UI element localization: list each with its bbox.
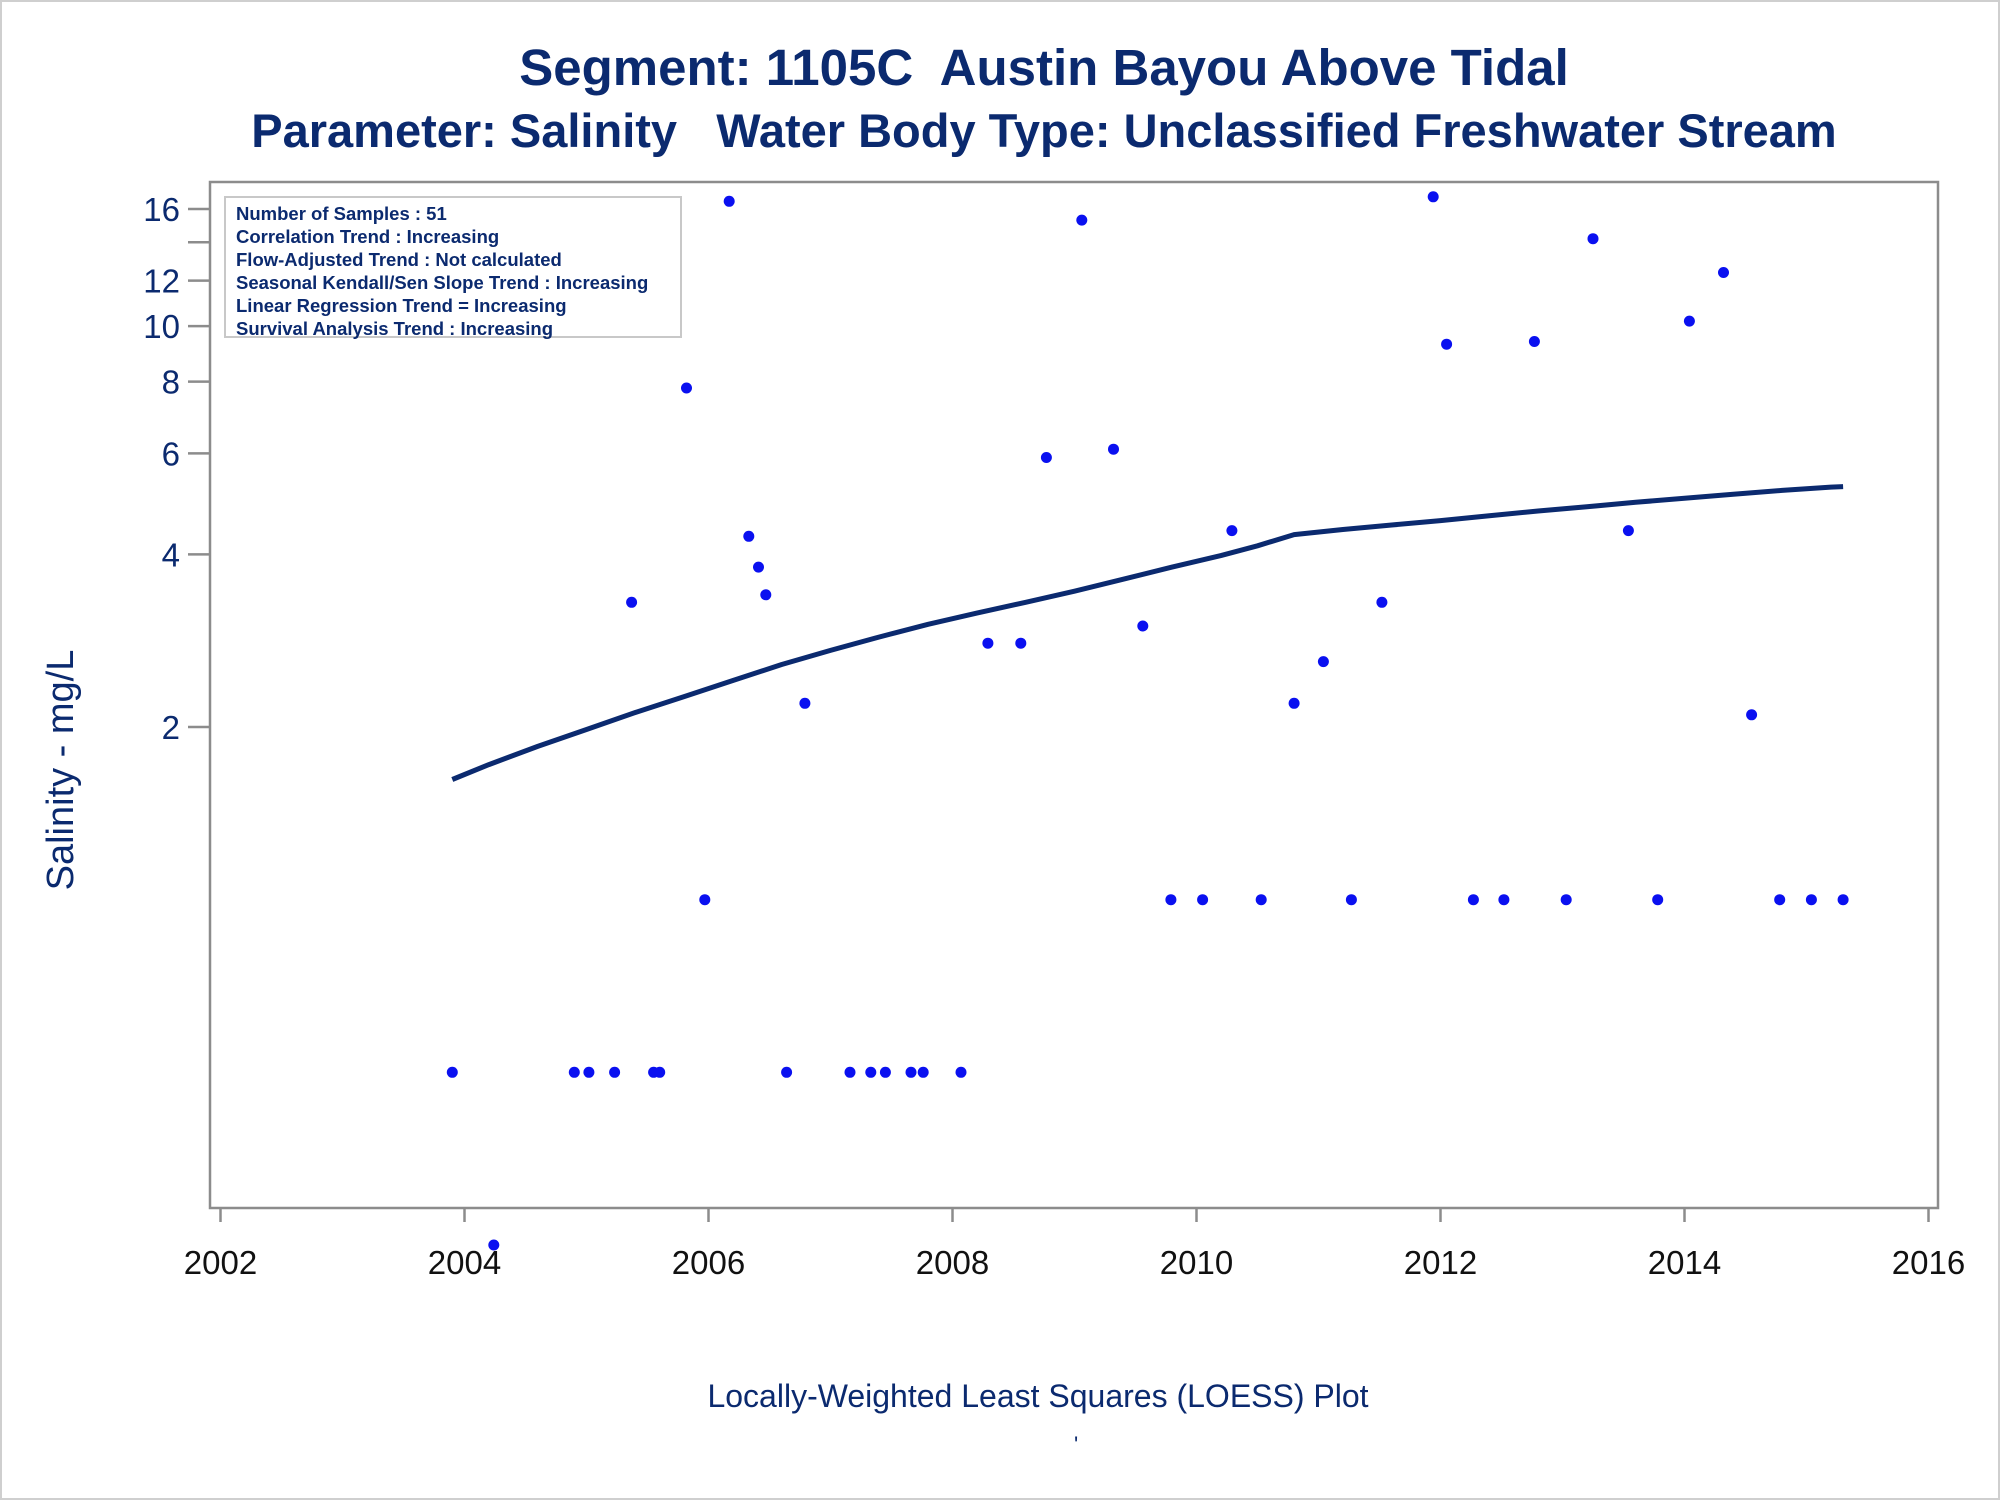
data-point: [1226, 525, 1238, 537]
chart-title: Segment: 1105C Austin Bayou Above Tidal: [519, 39, 1569, 96]
chart-subtitle: Parameter: Salinity Water Body Type: Unc…: [251, 104, 1837, 157]
plot-area: [208, 180, 1940, 1210]
data-point: [1427, 191, 1439, 203]
x-tick-label: 2016: [1892, 1244, 1965, 1281]
data-point: [1467, 894, 1479, 906]
x-tick-label: 2010: [1160, 1244, 1233, 1281]
data-point: [583, 1066, 595, 1078]
summary-line-flow-adjusted: Flow-Adjusted Trend : Not calculated: [236, 249, 562, 270]
data-point: [723, 195, 735, 207]
x-axis: 2002 2004 2006 2008 2010 2012 2014 2016: [184, 1208, 1965, 1281]
data-point: [865, 1066, 877, 1078]
data-point: [743, 530, 755, 542]
data-point: [1165, 894, 1177, 906]
data-point: [781, 1066, 793, 1078]
data-point: [1376, 596, 1388, 608]
loess-curve: [451, 484, 1844, 782]
y-tick-label: 10: [143, 308, 180, 345]
data-point: [905, 1066, 917, 1078]
data-point: [1683, 315, 1695, 327]
data-point: [1587, 233, 1599, 245]
data-point: [844, 1066, 856, 1078]
y-tick-label: 4: [162, 536, 180, 573]
summary-line-survival: Survival Analysis Trend : Increasing: [236, 318, 554, 339]
data-point: [917, 1066, 929, 1078]
summary-line-linear-regression: Linear Regression Trend = Increasing: [236, 295, 567, 316]
summary-line-correlation: Correlation Trend : Increasing: [236, 226, 500, 247]
data-point: [1805, 894, 1817, 906]
summary-line-samples: Number of Samples : 51: [236, 203, 447, 224]
x-tick-label: 2014: [1648, 1244, 1721, 1281]
data-point: [681, 382, 692, 394]
data-point: [488, 1239, 500, 1251]
data-point: [1197, 894, 1209, 906]
data-point: [626, 596, 638, 608]
data-point: [799, 697, 811, 709]
data-point: [1108, 443, 1119, 455]
y-axis: 2 4 6 8 10 12 16: [143, 191, 210, 746]
data-point: [1076, 214, 1088, 226]
data-point: [1040, 452, 1052, 463]
data-point: [1015, 637, 1027, 649]
data-point: [1560, 894, 1572, 906]
data-point: [1137, 620, 1149, 632]
data-point: [609, 1066, 621, 1078]
y-tick-label: 6: [162, 435, 180, 472]
data-point: [760, 589, 772, 601]
data-point: [1718, 267, 1729, 278]
loess-curve-group: [451, 484, 1844, 782]
data-point: [1622, 525, 1634, 537]
data-point: [654, 1066, 666, 1078]
data-point: [982, 637, 994, 649]
data-point: [1345, 894, 1357, 906]
x-tick-label: 2002: [184, 1244, 257, 1281]
data-point: [955, 1066, 967, 1078]
data-point: [1288, 697, 1300, 709]
summary-line-seasonal-kendall: Seasonal Kendall/Sen Slope Trend : Incre…: [236, 272, 649, 293]
y-tick-label: 8: [162, 364, 180, 401]
y-tick-label: 2: [162, 709, 180, 746]
data-point: [1528, 336, 1540, 347]
data-point: [1498, 894, 1510, 906]
x-tick-label: 2008: [916, 1244, 989, 1281]
x-tick-label: 2004: [428, 1244, 501, 1281]
data-point: [1255, 894, 1267, 906]
y-tick-label: 16: [143, 191, 180, 228]
footnote-mark: ': [1074, 1432, 1079, 1457]
trend-summary-box: Number of Samples : 51 Correlation Trend…: [224, 196, 682, 339]
data-point: [446, 1066, 458, 1078]
data-point: [879, 1066, 891, 1078]
data-point: [1774, 894, 1786, 906]
data-point: [1746, 709, 1758, 721]
data-point: [753, 561, 764, 573]
y-tick-label: 12: [143, 263, 180, 300]
data-point: [1441, 338, 1453, 350]
data-point: [568, 1066, 580, 1078]
data-point: [1837, 894, 1849, 906]
x-tick-label: 2006: [672, 1244, 745, 1281]
plot-footnote: Locally-Weighted Least Squares (LOESS) P…: [707, 1378, 1369, 1414]
data-point: [1652, 894, 1664, 906]
x-tick-label: 2012: [1404, 1244, 1477, 1281]
data-point: [699, 894, 711, 906]
data-point: [1317, 656, 1329, 668]
data-points: [446, 191, 1849, 1251]
